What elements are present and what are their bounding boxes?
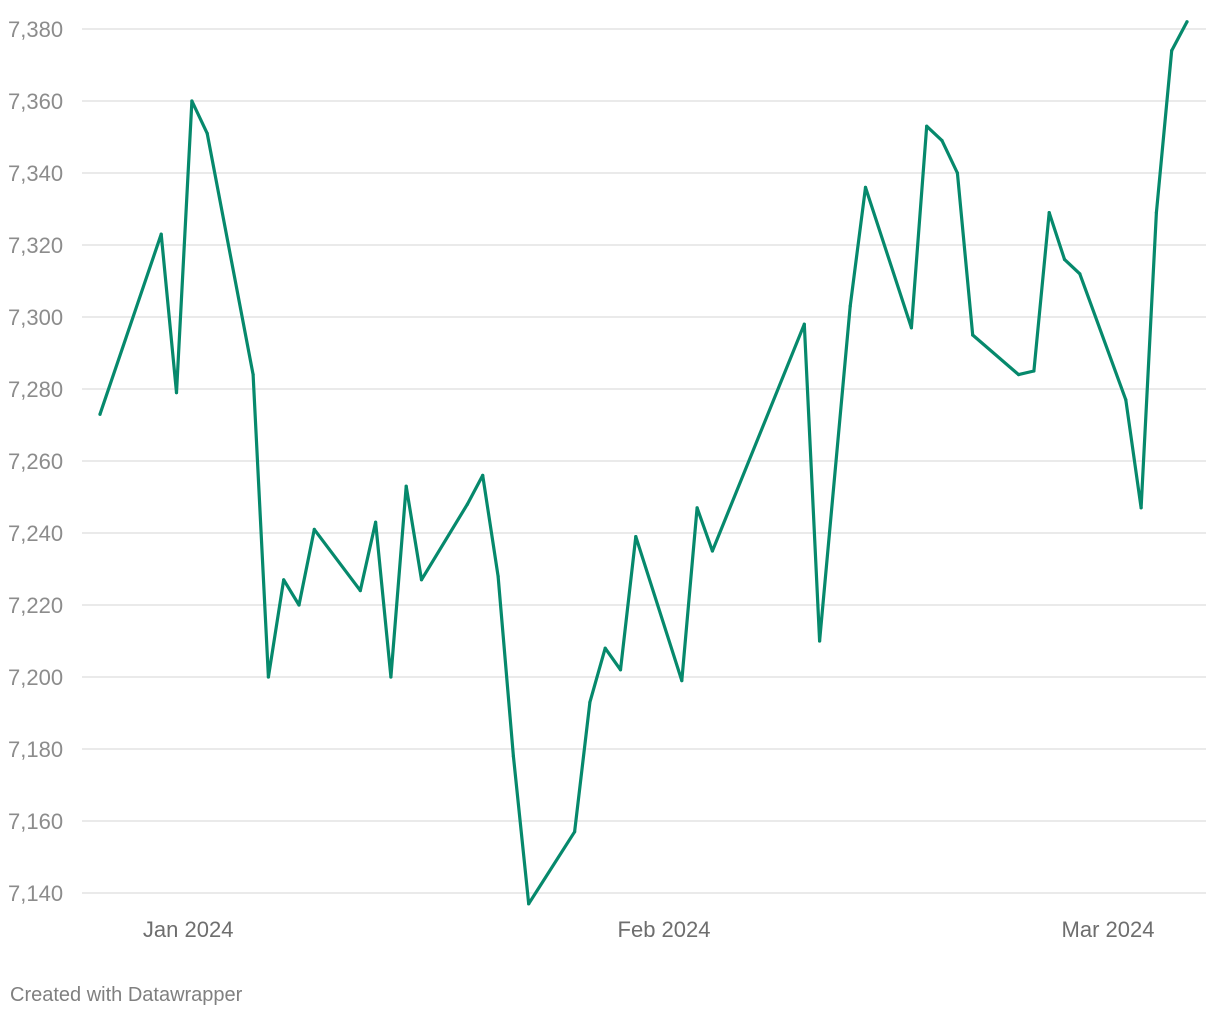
line-chart: 7,380 7,360 7,340 7,320 7,300 7,280 7,260 7,240… xyxy=(8,17,1206,942)
data-point xyxy=(955,171,960,175)
data-point xyxy=(603,646,607,650)
data-point xyxy=(940,139,944,143)
y-tick-label: 7,260 xyxy=(8,449,63,474)
data-point xyxy=(98,412,102,416)
data-point xyxy=(251,373,255,377)
data-point xyxy=(159,232,163,236)
y-tick-label: 7,240 xyxy=(8,521,63,546)
footer-credit: Created with Datawrapper xyxy=(10,984,243,1006)
data-point xyxy=(190,99,194,103)
y-tick-label: 7,220 xyxy=(8,593,63,618)
data-point xyxy=(297,603,301,607)
data-point xyxy=(971,333,975,337)
series-layer xyxy=(98,20,1189,906)
data-point xyxy=(527,902,531,906)
data-point xyxy=(863,185,868,189)
data-point xyxy=(680,679,684,683)
y-tick-label: 7,280 xyxy=(8,377,63,402)
y-tick-label: 7,360 xyxy=(8,89,63,114)
data-point xyxy=(1047,211,1051,215)
data-point xyxy=(925,124,929,128)
series-line xyxy=(98,20,1189,906)
data-point xyxy=(389,675,393,679)
data-point xyxy=(1139,506,1143,510)
y-tick-label: 7,340 xyxy=(8,161,63,186)
data-point xyxy=(1032,369,1036,373)
data-point xyxy=(312,527,316,532)
x-tick-label: Jan 2024 xyxy=(143,917,234,942)
data-point xyxy=(1078,272,1082,276)
data-point xyxy=(588,700,592,704)
x-tick-label: Feb 2024 xyxy=(618,917,711,942)
y-tick-label: 7,320 xyxy=(8,233,63,258)
data-point xyxy=(174,391,179,395)
y-tick-label: 7,160 xyxy=(8,809,63,834)
data-point xyxy=(802,322,806,326)
data-point xyxy=(695,506,699,510)
data-point xyxy=(496,574,500,578)
data-point xyxy=(634,535,638,539)
data-point xyxy=(481,473,485,477)
data-point xyxy=(710,549,715,553)
y-tick-label: 7,380 xyxy=(8,17,63,42)
y-tick-label: 7,180 xyxy=(8,737,63,762)
data-point xyxy=(511,754,515,758)
data-point xyxy=(282,578,286,582)
data-point xyxy=(1062,257,1067,261)
data-point xyxy=(573,830,577,834)
data-point xyxy=(618,668,623,672)
data-point xyxy=(1124,398,1128,402)
x-tick-label: Mar 2024 xyxy=(1062,917,1155,942)
data-point xyxy=(1185,20,1189,24)
data-point xyxy=(404,484,408,488)
data-point xyxy=(1017,373,1021,377)
data-point xyxy=(1170,49,1174,53)
data-point xyxy=(266,675,270,679)
x-axis: Jan 2024 Feb 2024 Mar 2024 xyxy=(143,917,1155,942)
y-axis: 7,380 7,360 7,340 7,320 7,300 7,280 7,260 7,240… xyxy=(8,17,63,906)
data-point xyxy=(848,304,852,308)
data-point xyxy=(358,589,362,593)
data-point xyxy=(205,131,209,135)
data-point xyxy=(465,502,469,506)
y-tick-label: 7,200 xyxy=(8,665,63,690)
grid-lines xyxy=(82,28,1206,894)
data-point xyxy=(909,326,914,330)
data-point xyxy=(818,639,822,643)
y-tick-label: 7,140 xyxy=(8,881,63,906)
data-point xyxy=(374,520,378,524)
data-point xyxy=(1154,211,1158,215)
y-tick-label: 7,300 xyxy=(8,305,63,330)
data-point xyxy=(419,578,424,582)
